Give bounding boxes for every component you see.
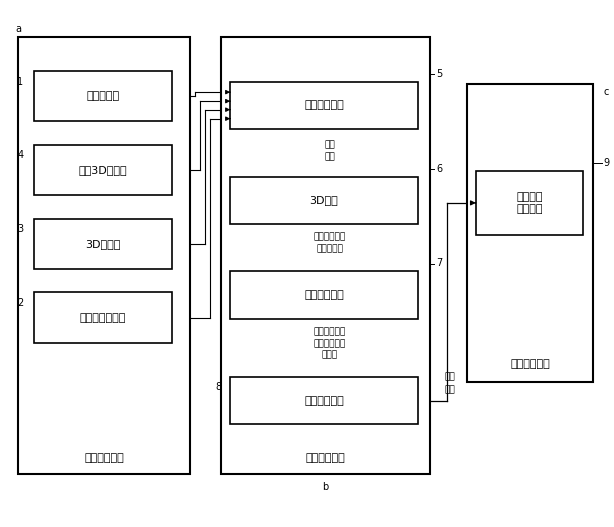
Text: 微型摄像头: 微型摄像头 xyxy=(87,91,119,101)
Text: 信息处理单元: 信息处理单元 xyxy=(304,290,344,300)
Text: 分选: 分选 xyxy=(325,152,335,161)
Bar xyxy=(467,84,593,382)
Bar xyxy=(34,145,172,195)
Text: 信息分析系统: 信息分析系统 xyxy=(306,454,345,463)
Text: c: c xyxy=(604,87,609,97)
Text: 4: 4 xyxy=(17,151,23,160)
Text: 3D单元: 3D单元 xyxy=(309,196,338,205)
Text: 间坐标: 间坐标 xyxy=(322,350,338,360)
Text: 5: 5 xyxy=(436,69,442,79)
Text: b: b xyxy=(322,483,328,492)
Bar xyxy=(476,171,583,235)
Bar xyxy=(230,82,418,129)
Text: 序号: 序号 xyxy=(445,385,455,395)
Bar xyxy=(34,71,172,121)
Text: 确定光束在挡: 确定光束在挡 xyxy=(314,327,346,337)
Bar xyxy=(34,292,172,343)
Bar xyxy=(230,271,418,319)
Text: 雷达测距传感器: 雷达测距传感器 xyxy=(80,313,126,323)
Text: 风玻璃上的空: 风玻璃上的空 xyxy=(314,339,346,348)
Text: 信息采集系统: 信息采集系统 xyxy=(85,454,124,463)
Text: 图像识别单元: 图像识别单元 xyxy=(304,101,344,110)
Text: 人膅3D扫描仪: 人膅3D扫描仪 xyxy=(79,165,127,175)
Text: 建立好车内外: 建立好车内外 xyxy=(314,232,346,242)
Text: 6: 6 xyxy=(436,164,442,173)
Text: 9: 9 xyxy=(604,159,610,168)
Bar xyxy=(34,219,172,269)
Text: 电致变色
挡风玻璃: 电致变色 挡风玻璃 xyxy=(516,192,543,213)
Text: 7: 7 xyxy=(436,259,442,268)
Bar xyxy=(18,37,190,474)
Text: 1: 1 xyxy=(17,77,23,86)
Text: 3D扫描仪: 3D扫描仪 xyxy=(85,239,120,249)
Bar xyxy=(230,377,418,424)
Text: 空间坐标系: 空间坐标系 xyxy=(317,244,343,253)
Text: 执行调节系统: 执行调节系统 xyxy=(510,359,550,368)
Text: 3: 3 xyxy=(17,225,23,234)
Text: 网格导体单元: 网格导体单元 xyxy=(304,396,344,405)
Text: 导体: 导体 xyxy=(445,372,455,382)
Text: a: a xyxy=(15,24,21,34)
Text: 8: 8 xyxy=(215,383,221,392)
Bar xyxy=(230,177,418,224)
Bar xyxy=(221,37,430,474)
Text: 筛查: 筛查 xyxy=(325,140,335,150)
Text: 2: 2 xyxy=(17,298,23,308)
